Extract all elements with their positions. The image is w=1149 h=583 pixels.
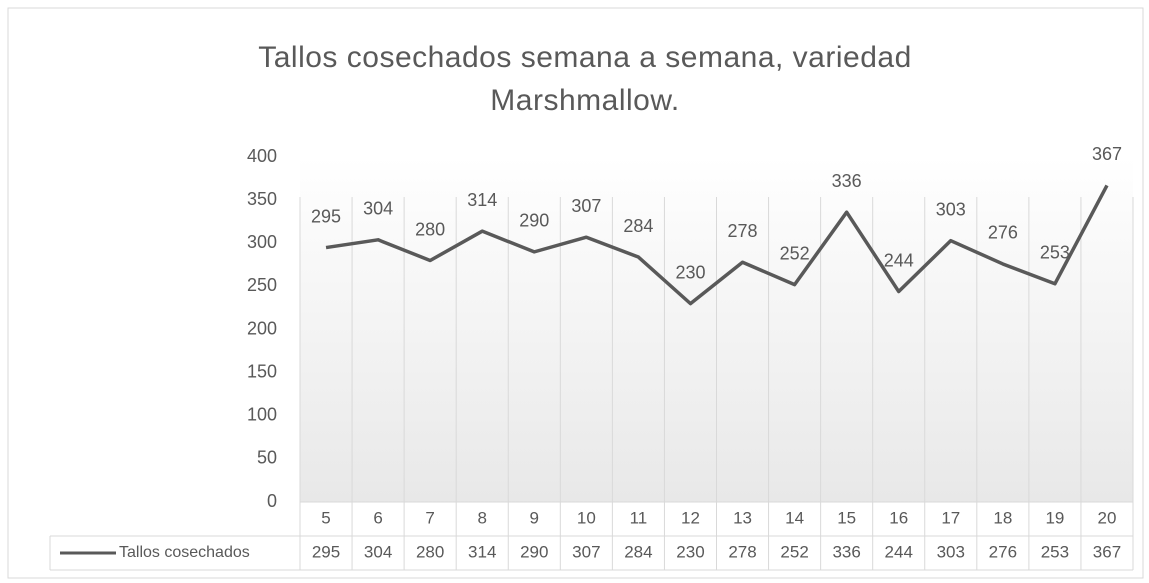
x-tick-label: 20 (1098, 508, 1117, 527)
data-label: 252 (780, 243, 810, 263)
legend-label: Tallos cosechados (119, 544, 250, 561)
data-label: 314 (467, 190, 497, 210)
table-value: 278 (728, 542, 756, 561)
x-tick-label: 11 (630, 508, 648, 527)
y-tick-label: 100 (247, 405, 277, 425)
table-value: 253 (1041, 542, 1069, 561)
x-tick-label: 18 (993, 508, 1012, 527)
y-tick-label: 400 (247, 146, 277, 166)
x-tick-label: 19 (1045, 508, 1064, 527)
x-tick-label: 8 (477, 508, 486, 527)
y-tick-label: 150 (247, 361, 277, 381)
x-tick-label: 13 (733, 508, 752, 527)
x-tick-label: 9 (530, 508, 539, 527)
table-value: 284 (624, 542, 652, 561)
data-label: 336 (832, 171, 862, 191)
y-tick-label: 200 (247, 318, 277, 338)
table-value: 303 (937, 542, 965, 561)
chart-title: Tallos cosechados semana a semana, varie… (258, 41, 912, 117)
data-label: 307 (571, 196, 601, 216)
data-label: 276 (988, 223, 1018, 243)
data-label: 303 (936, 199, 966, 219)
table-value: 304 (364, 542, 392, 561)
table-value: 290 (520, 542, 548, 561)
data-label: 280 (415, 219, 445, 239)
table-value: 336 (832, 542, 860, 561)
table-value: 307 (572, 542, 600, 561)
x-tick-label: 5 (321, 508, 330, 527)
x-tick-label: 10 (577, 508, 596, 527)
data-label: 244 (884, 250, 914, 270)
x-tick-label: 6 (373, 508, 382, 527)
x-tick-label: 7 (425, 508, 434, 527)
data-label: 295 (311, 206, 341, 226)
table-value: 230 (676, 542, 704, 561)
x-tick-label: 12 (681, 508, 700, 527)
y-tick-label: 300 (247, 232, 277, 252)
table-value: 244 (885, 542, 913, 561)
table-value: 295 (312, 542, 340, 561)
x-tick-label: 16 (889, 508, 908, 527)
y-tick-label: 0 (267, 491, 277, 511)
table-value: 314 (468, 542, 496, 561)
y-tick-label: 350 (247, 189, 277, 209)
x-tick-label: 17 (941, 508, 960, 527)
data-label: 253 (1040, 243, 1070, 263)
data-label: 230 (675, 262, 705, 282)
data-label: 367 (1092, 144, 1122, 164)
table-value: 276 (989, 542, 1017, 561)
data-label: 278 (728, 221, 758, 241)
table-value: 367 (1093, 542, 1121, 561)
series-line (325, 184, 1109, 306)
x-tick-label: 14 (785, 508, 804, 527)
table-value: 252 (780, 542, 808, 561)
data-label: 284 (623, 216, 653, 236)
data-label: 304 (363, 199, 393, 219)
table-value: 280 (416, 542, 444, 561)
x-tick-label: 15 (837, 508, 856, 527)
data-label: 290 (519, 211, 549, 231)
y-tick-label: 50 (257, 448, 277, 468)
y-tick-label: 250 (247, 275, 277, 295)
